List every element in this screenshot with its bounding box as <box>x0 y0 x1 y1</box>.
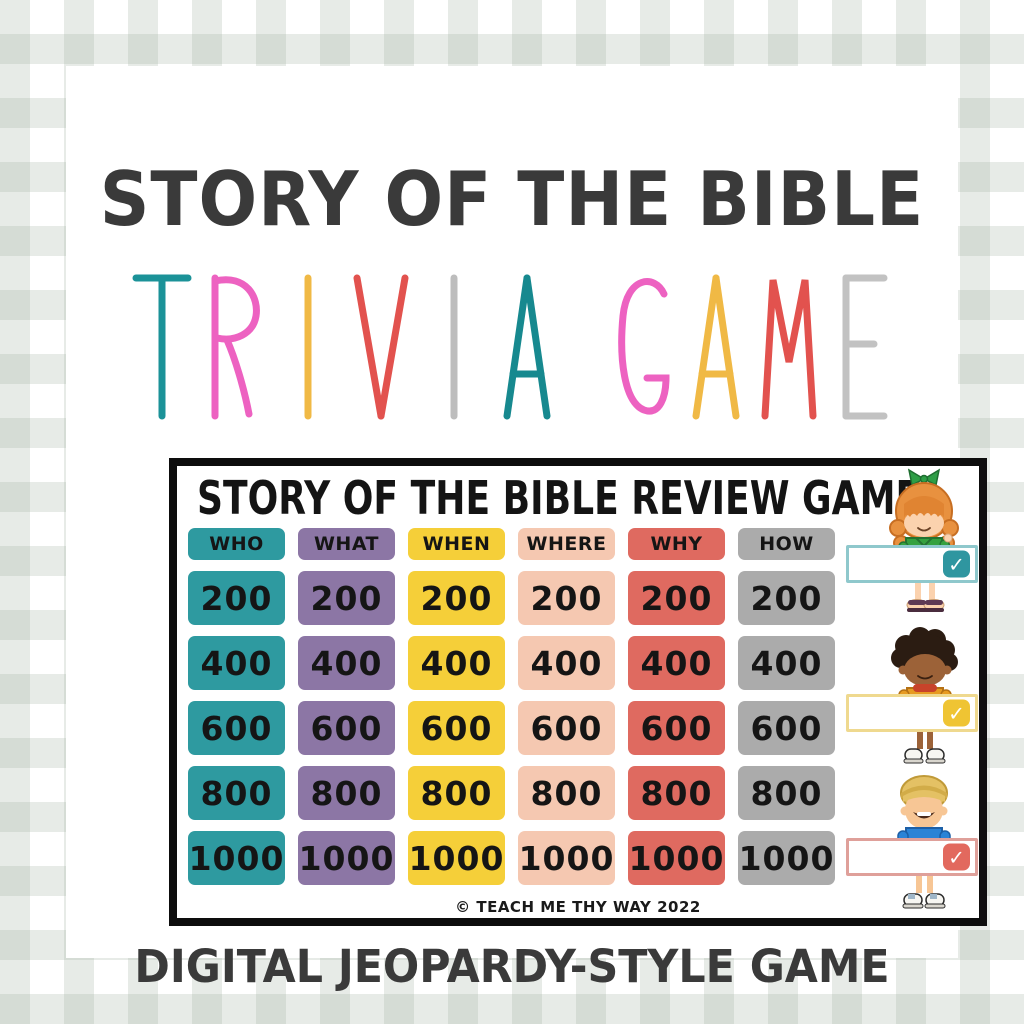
clue-cell-where-400[interactable]: 400 <box>518 636 615 690</box>
clue-cell-how-1000[interactable]: 1000 <box>738 831 835 885</box>
clue-cell-why-1000[interactable]: 1000 <box>628 831 725 885</box>
player-1-girl-illustration <box>879 466 969 616</box>
clue-cell-where-1000[interactable]: 1000 <box>518 831 615 885</box>
clue-cell-who-200[interactable]: 200 <box>188 571 285 625</box>
game-board: STORY OF THE BIBLE REVIEW GAME WHO 200 400… <box>169 458 987 926</box>
girl-avatar-icon <box>889 468 959 612</box>
trivia-letter-i-4 <box>450 274 458 420</box>
clue-cell-what-200[interactable]: 200 <box>298 571 395 625</box>
clue-cell-who-1000[interactable]: 1000 <box>188 831 285 885</box>
poster-title: STORY OF THE BIBLE <box>99 156 925 244</box>
clue-cell-what-400[interactable]: 400 <box>298 636 395 690</box>
trivia-letter-a-5 <box>503 274 551 420</box>
category-header-when: WHEN <box>408 528 505 560</box>
poster-caption: DIGITAL JEOPARDY-STYLE GAME <box>134 940 890 993</box>
trivia-letter-a-8 <box>692 274 740 420</box>
player-2-score-box[interactable]: ✓ <box>846 694 978 732</box>
clue-cell-where-600[interactable]: 600 <box>518 701 615 755</box>
category-header-who: WHO <box>188 528 285 560</box>
category-header-why: WHY <box>628 528 725 560</box>
clue-cell-why-600[interactable]: 600 <box>628 701 725 755</box>
category-header-where: WHERE <box>518 528 615 560</box>
clue-cell-what-800[interactable]: 800 <box>298 766 395 820</box>
trivia-letter-v-3 <box>353 274 409 420</box>
player-1-score-box[interactable]: ✓ <box>846 545 978 583</box>
clue-cell-how-800[interactable]: 800 <box>738 766 835 820</box>
trivia-letter-e-10 <box>842 274 888 420</box>
clue-cell-who-800[interactable]: 800 <box>188 766 285 820</box>
category-header-how: HOW <box>738 528 835 560</box>
clue-cell-how-200[interactable]: 200 <box>738 571 835 625</box>
player-3-checkbox[interactable]: ✓ <box>943 843 970 871</box>
clue-cell-why-800[interactable]: 800 <box>628 766 725 820</box>
clue-cell-where-800[interactable]: 800 <box>518 766 615 820</box>
clue-cell-when-600[interactable]: 600 <box>408 701 505 755</box>
copyright-text: © TEACH ME THY WAY 2022 <box>455 898 701 916</box>
trivia-letter-g-7 <box>618 278 670 415</box>
clue-cell-how-400[interactable]: 400 <box>738 636 835 690</box>
clue-cell-when-800[interactable]: 800 <box>408 766 505 820</box>
clue-cell-why-200[interactable]: 200 <box>628 571 725 625</box>
poster-panel: STORY OF THE BIBLE STORY OF THE BIBLE RE… <box>66 66 987 991</box>
clue-cell-what-600[interactable]: 600 <box>298 701 395 755</box>
trivia-game-wordmark <box>66 270 958 422</box>
clue-cell-how-600[interactable]: 600 <box>738 701 835 755</box>
trivia-letter-m-9 <box>761 279 817 420</box>
category-header-what: WHAT <box>298 528 395 560</box>
board-title: STORY OF THE BIBLE REVIEW GAME <box>197 471 921 526</box>
trivia-letter-t-0 <box>132 274 192 420</box>
clue-cell-why-400[interactable]: 400 <box>628 636 725 690</box>
jeopardy-grid: WHO 200 400 600 800 1000 WHAT 200 400 600 800 1000 W… <box>188 528 835 885</box>
clue-cell-who-600[interactable]: 600 <box>188 701 285 755</box>
trivia-letter-r-1 <box>211 274 260 420</box>
clue-cell-when-400[interactable]: 400 <box>408 636 505 690</box>
player-3-score-box[interactable]: ✓ <box>846 838 978 876</box>
clue-cell-who-400[interactable]: 400 <box>188 636 285 690</box>
player-2-checkbox[interactable]: ✓ <box>943 699 970 727</box>
clue-cell-what-1000[interactable]: 1000 <box>298 831 395 885</box>
clue-cell-when-1000[interactable]: 1000 <box>408 831 505 885</box>
trivia-letter-i-2 <box>304 274 312 420</box>
player-1-checkbox[interactable]: ✓ <box>943 550 970 578</box>
clue-cell-when-200[interactable]: 200 <box>408 571 505 625</box>
clue-cell-where-200[interactable]: 200 <box>518 571 615 625</box>
word-space <box>568 270 602 422</box>
